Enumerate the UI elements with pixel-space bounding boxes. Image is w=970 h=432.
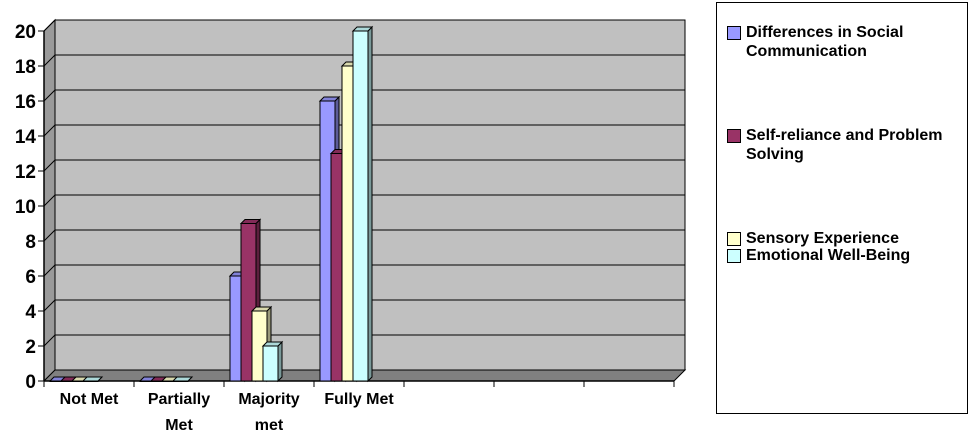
gridline-side xyxy=(43,89,56,102)
y-tick-label: 4 xyxy=(25,302,36,323)
legend-item: Self-reliance and Problem Solving xyxy=(727,126,961,164)
legend-swatch xyxy=(727,26,741,40)
gridline-side xyxy=(43,334,56,347)
y-tick-label: 20 xyxy=(15,22,36,43)
gridline-side xyxy=(43,19,56,32)
bar-side xyxy=(367,25,373,383)
y-tick-label: 14 xyxy=(15,127,37,148)
bar-front xyxy=(172,380,189,382)
bar-top xyxy=(351,26,374,32)
bar xyxy=(261,340,284,383)
y-tick-label: 18 xyxy=(15,57,36,78)
y-tick-label: 2 xyxy=(25,337,36,358)
legend-label: Differences in Social Communication xyxy=(746,24,904,60)
bar-top xyxy=(239,219,262,224)
bar-front xyxy=(82,380,99,382)
bar-top xyxy=(250,306,273,312)
gridline-side xyxy=(43,159,56,172)
legend-label: Emotional Well-Being xyxy=(746,247,911,264)
bar xyxy=(351,25,374,383)
y-tick-label: 8 xyxy=(25,232,36,253)
x-category-label: Majority met xyxy=(238,391,299,432)
y-tick-label: 6 xyxy=(25,267,36,288)
gridline-side xyxy=(43,299,56,312)
bar-top xyxy=(81,376,104,382)
bar-top xyxy=(261,341,284,347)
bar-top xyxy=(318,96,341,102)
gridline-side xyxy=(43,124,56,137)
legend-swatch xyxy=(727,249,741,263)
bar-top xyxy=(171,376,194,382)
legend-item: Emotional Well-Being xyxy=(727,246,961,265)
bar xyxy=(171,376,194,382)
bar-chart: 0 2 4 6 8 10 12 14 16 18 20 Not Met Partially Met Maj… xyxy=(15,18,687,432)
legend-swatch xyxy=(727,129,741,143)
bar-side xyxy=(277,340,283,383)
y-tick-label: 12 xyxy=(15,162,36,183)
bar xyxy=(81,376,104,382)
y-tick-label: 0 xyxy=(25,372,36,393)
x-category-label: Partially Met xyxy=(148,391,210,432)
y-tick-label: 10 xyxy=(15,197,36,218)
bar-front xyxy=(352,30,369,382)
legend: Differences in Social Communication Self-… xyxy=(716,2,968,414)
bars xyxy=(48,25,374,383)
gridline-side xyxy=(43,264,56,277)
y-tick-label: 16 xyxy=(15,92,36,113)
legend-label: Sensory Experience xyxy=(746,230,899,247)
legend-item: Sensory Experience xyxy=(727,229,961,248)
legend-swatch xyxy=(727,232,741,246)
bar-front xyxy=(262,345,279,382)
gridline-side xyxy=(43,54,56,67)
gridline-side xyxy=(43,194,56,207)
legend-label: Self-reliance and Problem Solving xyxy=(746,127,943,163)
x-axis-categories: Not Met Partially Met Majority met Fully Met xyxy=(43,381,675,432)
gridline-side xyxy=(43,229,56,242)
legend-item: Differences in Social Communication xyxy=(727,23,961,61)
x-category-label: Not Met xyxy=(60,391,119,408)
x-category-label: Fully Met xyxy=(324,391,394,408)
